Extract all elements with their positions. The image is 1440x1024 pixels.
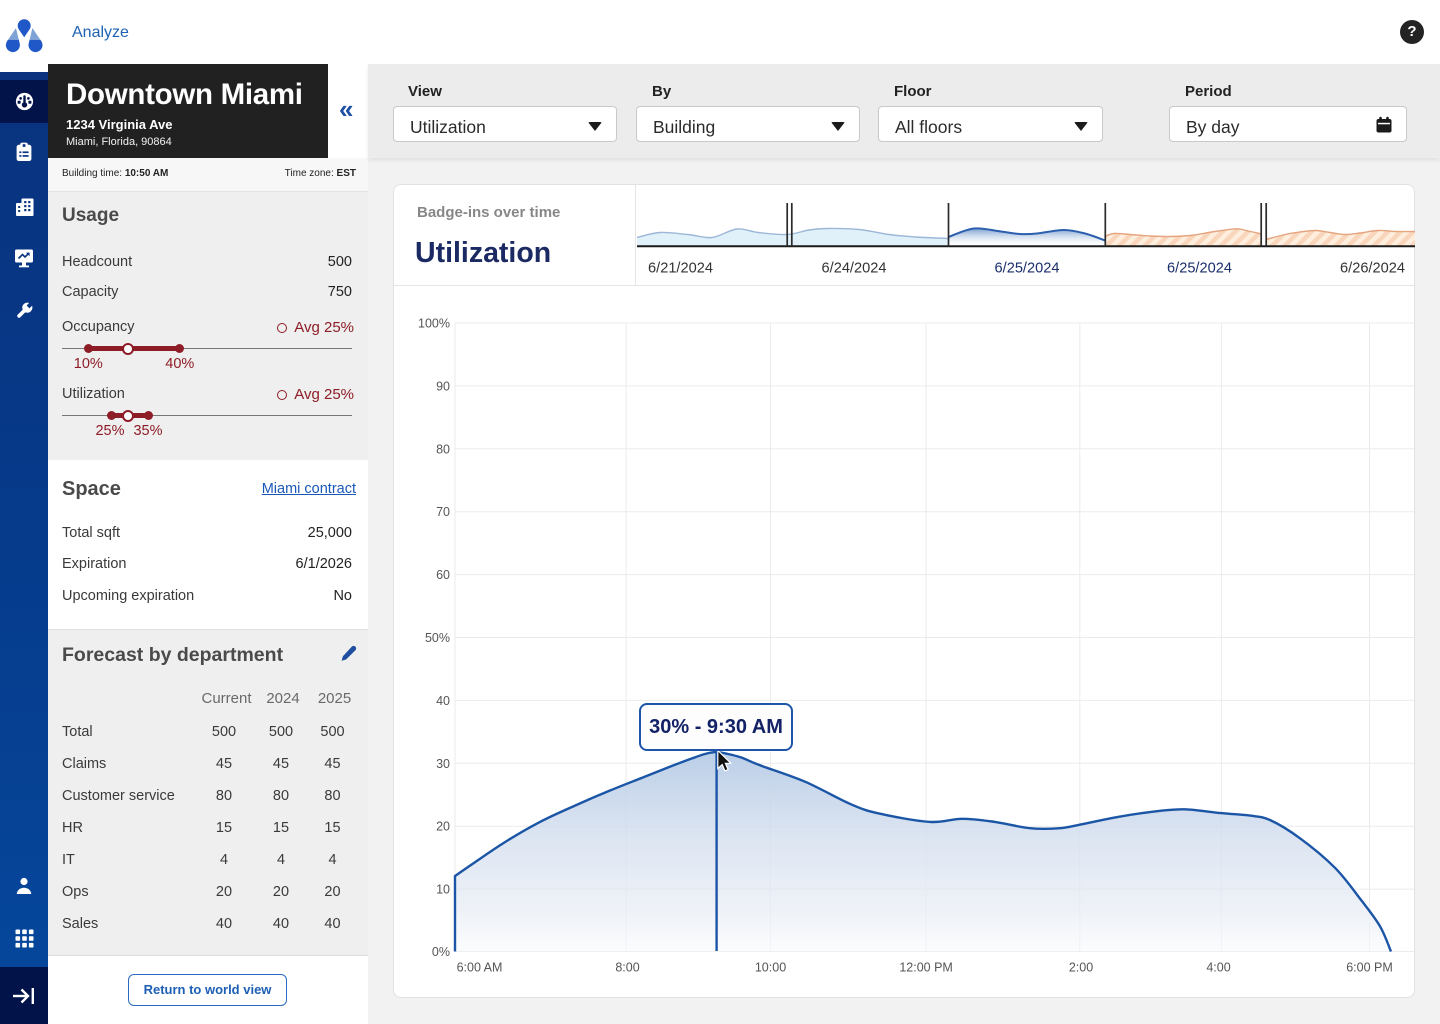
svg-text:12:00 PM: 12:00 PM [899, 961, 953, 975]
svg-text:6:00 PM: 6:00 PM [1346, 961, 1393, 975]
svg-text:0%: 0% [432, 945, 450, 959]
svg-text:8:00: 8:00 [615, 961, 639, 975]
svg-text:6/24/2024: 6/24/2024 [822, 261, 887, 277]
svg-text:4:00: 4:00 [1206, 961, 1230, 975]
svg-text:30: 30 [436, 757, 450, 771]
svg-text:10: 10 [436, 883, 450, 897]
svg-text:70: 70 [436, 505, 450, 519]
svg-text:100%: 100% [418, 317, 450, 331]
svg-text:40: 40 [436, 694, 450, 708]
svg-text:6/25/2024: 6/25/2024 [995, 261, 1060, 277]
svg-text:50%: 50% [425, 631, 450, 645]
svg-text:60: 60 [436, 568, 450, 582]
svg-text:90: 90 [436, 379, 450, 393]
svg-text:6:00 AM: 6:00 AM [457, 961, 503, 975]
svg-text:6/21/2024: 6/21/2024 [648, 261, 713, 277]
svg-text:10:00: 10:00 [755, 961, 786, 975]
svg-text:2:00: 2:00 [1069, 961, 1093, 975]
svg-text:6/26/2024: 6/26/2024 [1340, 261, 1405, 277]
svg-text:80: 80 [436, 442, 450, 456]
svg-text:6/25/2024: 6/25/2024 [1167, 261, 1232, 277]
svg-text:20: 20 [436, 820, 450, 834]
